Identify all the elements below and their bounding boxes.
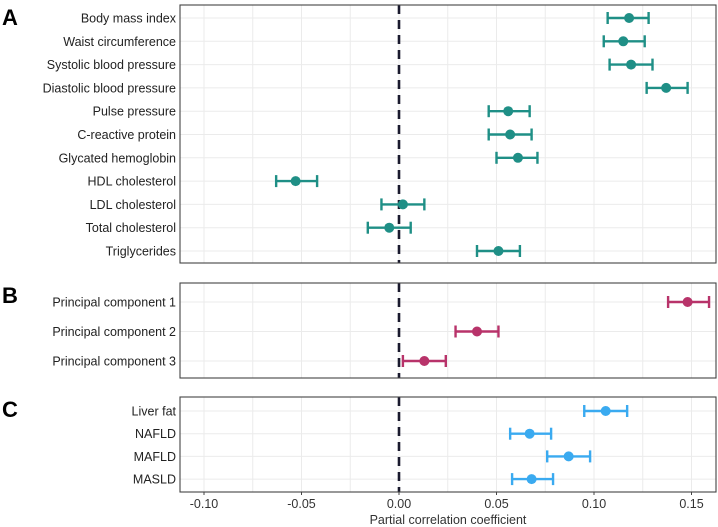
y-tick-label: C-reactive protein	[77, 128, 176, 142]
y-tick-label: Principal component 3	[52, 355, 176, 369]
x-tick-label: -0.05	[287, 497, 316, 511]
point-estimate	[419, 356, 430, 366]
point-estimate	[472, 326, 482, 337]
panel-frame	[179, 4, 717, 264]
point-estimate	[384, 222, 395, 233]
y-tick-label: Systolic blood pressure	[47, 58, 176, 72]
x-axis-label: Partial correlation coefficient	[370, 513, 527, 527]
panel-label: B	[2, 283, 18, 308]
point-estimate	[524, 428, 535, 439]
panel-label: A	[2, 5, 18, 30]
y-tick-label: Triglycerides	[106, 245, 176, 259]
point-estimate	[505, 129, 516, 140]
point-estimate	[512, 152, 523, 163]
y-tick-label: Body mass index	[81, 12, 177, 26]
y-tick-label: Pulse pressure	[93, 105, 176, 119]
y-tick-label: LDL cholesterol	[90, 198, 176, 212]
y-tick-label: Principal component 2	[52, 325, 176, 339]
panel-c: C Liver fat NAFLD MAFLD MASLD	[2, 396, 717, 493]
y-tick-label: Glycated hemoglobin	[59, 151, 176, 165]
x-tick-label: 0.10	[582, 497, 606, 511]
point-estimate	[503, 106, 514, 117]
point-estimate	[493, 246, 504, 256]
point-estimate	[626, 59, 637, 70]
y-tick-label: Total cholesterol	[86, 221, 176, 235]
y-tick-label: Liver fat	[132, 405, 177, 419]
panel-a: A Body mass index Waist circumference Systo…	[2, 4, 717, 264]
y-tick-label: NAFLD	[135, 427, 176, 441]
point-estimate	[526, 474, 537, 485]
y-tick-label: Waist circumference	[63, 35, 176, 49]
point-estimate	[397, 199, 408, 210]
x-tick-label: 0.15	[679, 497, 703, 511]
point-estimate	[618, 36, 629, 47]
y-tick-label: Principal component 1	[52, 296, 176, 310]
y-tick-label: MASLD	[133, 473, 176, 487]
point-estimate	[600, 406, 611, 416]
x-tick-label: -0.10	[190, 497, 219, 511]
panel-frame	[179, 282, 717, 379]
point-estimate	[290, 176, 301, 187]
point-estimate	[661, 82, 672, 93]
x-tick-label: 0.00	[387, 497, 411, 511]
panel-label: C	[2, 397, 18, 422]
y-tick-label: HDL cholesterol	[88, 175, 176, 189]
panel-b: B Principal component 1 Principal componen…	[2, 282, 717, 379]
y-tick-label: Diastolic blood pressure	[43, 81, 176, 95]
x-tick-label: 0.05	[484, 497, 508, 511]
panel-frame	[179, 396, 717, 493]
point-estimate	[563, 451, 574, 462]
y-tick-label: MAFLD	[134, 450, 176, 464]
point-estimate	[624, 13, 635, 23]
point-estimate	[682, 297, 693, 307]
